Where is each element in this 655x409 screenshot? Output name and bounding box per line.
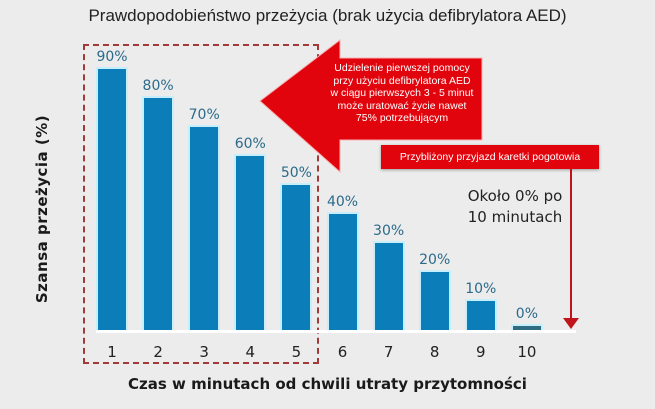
- bar-value-label: 80%: [142, 78, 174, 94]
- x-tick-label: 9: [476, 343, 486, 361]
- x-tick-label: 6: [337, 343, 348, 361]
- bar-value-label: 50%: [280, 165, 312, 181]
- bar-value-label: 10%: [465, 281, 497, 297]
- callout-line: Udzielenie pierwszej pomocy: [334, 62, 470, 74]
- bar-minute-5: [282, 185, 311, 330]
- note-line-2: 10 minutach: [467, 208, 563, 226]
- x-tick-label: 5: [291, 343, 302, 361]
- callout-line: w ciągu pierwszych 3 - 5 minut: [330, 87, 474, 99]
- callout-line: przy użyciu defibrylatora AED: [333, 74, 471, 87]
- chart-title: Prawdopodobieństwo przeżycia (brak użyci…: [88, 6, 567, 25]
- zero-after-10-note: Około 0% po 10 minutach: [440, 186, 590, 228]
- bar-value-label: 20%: [419, 252, 451, 268]
- bar-value-label: 30%: [373, 223, 405, 239]
- bar-value-label: 90%: [96, 49, 128, 65]
- ambulance-arrival-label: Przybliżony przyjazd karetki pogotowia: [381, 145, 599, 169]
- x-tick-label: 3: [199, 343, 209, 361]
- ambulance-arrival-line: [570, 169, 572, 321]
- bar-minute-4: [236, 156, 265, 330]
- x-tick-label: 10: [517, 343, 537, 361]
- x-tick-label: 7: [383, 343, 394, 361]
- x-axis-label: Czas w minutach od chwili utraty przytom…: [128, 375, 527, 393]
- callout-line: 75% potrzebującym: [355, 112, 449, 124]
- x-tick-label: 2: [153, 343, 163, 361]
- down-arrow-icon: [563, 318, 579, 329]
- x-tick-label: 8: [429, 343, 440, 361]
- bar-minute-7: [374, 243, 403, 330]
- bar-minute-9: [466, 301, 495, 330]
- x-tick-label: 4: [245, 343, 256, 361]
- bar-minute-2: [144, 98, 173, 330]
- bar-minute-8: [420, 272, 449, 330]
- note-line-1: Około 0% po: [467, 187, 563, 205]
- bar-minute-10: [512, 326, 541, 330]
- highlight-box-minutes-1-5: [83, 44, 319, 364]
- x-axis-baseline: [96, 330, 576, 333]
- bar-value-label: 60%: [234, 136, 266, 152]
- bar-minute-3: [190, 127, 219, 330]
- bar-minute-6: [328, 214, 357, 330]
- callout-line: może uratować życie nawet: [337, 99, 467, 112]
- bar-value-label: 40%: [326, 194, 359, 210]
- aed-callout-text: Udzielenie pierwszej pomocy przy użyciu …: [322, 62, 482, 125]
- bar-value-label: 0%: [515, 306, 538, 322]
- bar-value-label: 70%: [188, 107, 220, 123]
- bar-minute-1: [98, 69, 126, 330]
- x-tick-label: 1: [107, 343, 117, 361]
